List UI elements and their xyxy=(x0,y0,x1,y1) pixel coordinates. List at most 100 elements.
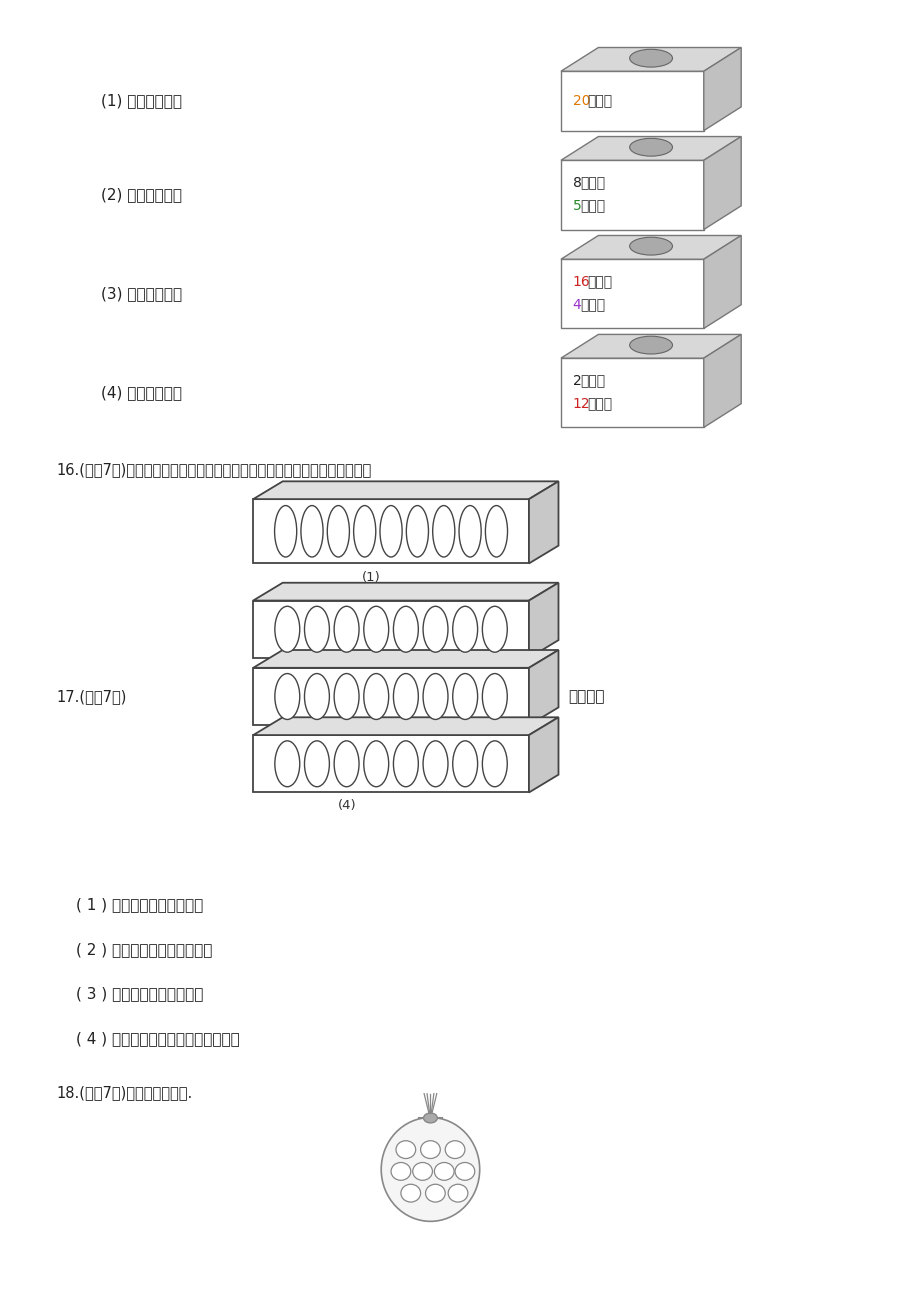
Text: 16.(本题7分)请你自己动脑设计一种公平的小游戏，课间与同学一起玩一玩。: 16.(本题7分)请你自己动脑设计一种公平的小游戏，课间与同学一起玩一玩。 xyxy=(56,462,371,477)
Text: (1): (1) xyxy=(361,572,380,585)
Polygon shape xyxy=(561,137,741,160)
Text: 2: 2 xyxy=(573,374,581,388)
Polygon shape xyxy=(561,47,741,72)
Polygon shape xyxy=(253,482,558,499)
Text: 个黄球: 个黄球 xyxy=(579,374,605,388)
Polygon shape xyxy=(528,583,558,658)
Ellipse shape xyxy=(423,673,448,720)
Text: (1) 想取一个绿球: (1) 想取一个绿球 xyxy=(100,94,181,108)
Ellipse shape xyxy=(423,741,448,786)
Ellipse shape xyxy=(485,505,507,557)
Ellipse shape xyxy=(455,1163,474,1181)
Ellipse shape xyxy=(629,336,672,354)
Text: (2) 想取一个红球: (2) 想取一个红球 xyxy=(100,187,181,202)
Text: 12: 12 xyxy=(573,397,590,411)
Ellipse shape xyxy=(274,505,297,557)
Ellipse shape xyxy=(353,505,375,557)
Ellipse shape xyxy=(482,741,506,786)
Ellipse shape xyxy=(629,138,672,156)
Ellipse shape xyxy=(482,673,506,720)
Text: 5: 5 xyxy=(573,199,581,214)
Text: 20: 20 xyxy=(573,94,590,108)
Text: 个白球: 个白球 xyxy=(586,397,611,411)
Ellipse shape xyxy=(413,1163,432,1181)
Polygon shape xyxy=(561,236,741,259)
Text: 个黄球: 个黄球 xyxy=(586,94,611,108)
Ellipse shape xyxy=(452,607,477,652)
Polygon shape xyxy=(561,259,703,328)
Ellipse shape xyxy=(275,673,300,720)
Polygon shape xyxy=(253,650,558,668)
Text: (4): (4) xyxy=(337,799,356,812)
Text: 17.(本题7分): 17.(本题7分) xyxy=(56,689,127,704)
Text: 个黑球: 个黑球 xyxy=(579,176,605,190)
Polygon shape xyxy=(561,358,703,427)
Ellipse shape xyxy=(304,741,329,786)
Ellipse shape xyxy=(393,607,418,652)
Polygon shape xyxy=(528,717,558,793)
Ellipse shape xyxy=(448,1185,468,1202)
Ellipse shape xyxy=(380,505,402,557)
Ellipse shape xyxy=(401,1185,420,1202)
Ellipse shape xyxy=(363,673,388,720)
Polygon shape xyxy=(703,137,741,229)
Ellipse shape xyxy=(452,741,477,786)
Text: (3) 想取一个白球: (3) 想取一个白球 xyxy=(100,286,181,301)
Polygon shape xyxy=(703,236,741,328)
Polygon shape xyxy=(253,583,558,600)
Text: 个绿球: 个绿球 xyxy=(579,199,605,214)
Ellipse shape xyxy=(301,505,323,557)
Ellipse shape xyxy=(334,741,358,786)
Text: 8: 8 xyxy=(573,176,581,190)
Ellipse shape xyxy=(459,505,481,557)
Ellipse shape xyxy=(275,607,300,652)
Ellipse shape xyxy=(275,741,300,786)
Text: 4: 4 xyxy=(573,298,581,312)
Polygon shape xyxy=(253,717,558,736)
Ellipse shape xyxy=(391,1163,410,1181)
Ellipse shape xyxy=(434,1163,454,1181)
Ellipse shape xyxy=(363,741,388,786)
Polygon shape xyxy=(253,668,528,725)
Polygon shape xyxy=(528,650,558,725)
Ellipse shape xyxy=(304,673,329,720)
Ellipse shape xyxy=(395,1141,415,1159)
Polygon shape xyxy=(253,600,528,658)
Ellipse shape xyxy=(334,673,358,720)
Text: (4) 想取一个黄球: (4) 想取一个黄球 xyxy=(100,385,181,400)
Ellipse shape xyxy=(425,1185,445,1202)
Ellipse shape xyxy=(432,505,454,557)
Ellipse shape xyxy=(380,1117,479,1221)
Ellipse shape xyxy=(334,607,358,652)
Ellipse shape xyxy=(452,673,477,720)
Ellipse shape xyxy=(629,237,672,255)
Polygon shape xyxy=(561,335,741,358)
Polygon shape xyxy=(703,47,741,130)
Polygon shape xyxy=(561,72,703,130)
Ellipse shape xyxy=(393,741,418,786)
Ellipse shape xyxy=(482,607,506,652)
Ellipse shape xyxy=(304,607,329,652)
Ellipse shape xyxy=(629,49,672,68)
Ellipse shape xyxy=(393,673,418,720)
Text: ( 3 ) 摸出的可能是红珠子．: ( 3 ) 摸出的可能是红珠子． xyxy=(75,987,203,1001)
Ellipse shape xyxy=(423,607,448,652)
Ellipse shape xyxy=(420,1141,440,1159)
Polygon shape xyxy=(561,160,703,229)
Polygon shape xyxy=(253,499,528,564)
Ellipse shape xyxy=(423,1113,437,1122)
Text: 涂一涂．: 涂一涂． xyxy=(568,689,604,704)
Polygon shape xyxy=(528,482,558,564)
Text: 个白球: 个白球 xyxy=(579,298,605,312)
Ellipse shape xyxy=(445,1141,464,1159)
Text: 个红球: 个红球 xyxy=(586,275,611,289)
Ellipse shape xyxy=(406,505,428,557)
Text: ( 2 ) 摸出的不可能是红珠子．: ( 2 ) 摸出的不可能是红珠子． xyxy=(75,941,212,957)
Text: 16: 16 xyxy=(573,275,590,289)
Polygon shape xyxy=(703,335,741,427)
Text: 18.(本题7分)根据要求涂颜色.: 18.(本题7分)根据要求涂颜色. xyxy=(56,1086,192,1100)
Polygon shape xyxy=(253,736,528,793)
Text: ( 4 ) 摸出的是红珠子的可能性极小．: ( 4 ) 摸出的是红珠子的可能性极小． xyxy=(75,1031,239,1046)
Text: (2): (2) xyxy=(337,665,356,678)
Ellipse shape xyxy=(363,607,388,652)
